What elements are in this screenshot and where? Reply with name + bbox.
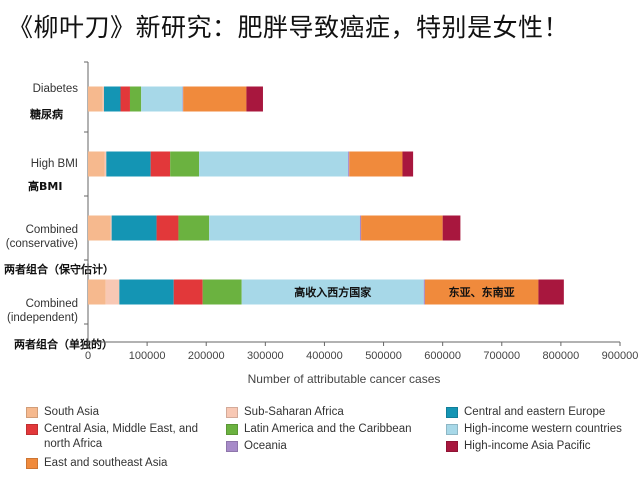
x-tick-label-1: 100000 <box>129 350 166 362</box>
bar-segment <box>538 279 564 305</box>
x-tick-label-0: 0 <box>85 350 91 362</box>
legend-label: Sub-Saharan Africa <box>244 406 344 418</box>
category-label-combined-conservative-zh: 两者组合（保守估计） <box>4 263 114 276</box>
bar-segment <box>88 279 106 305</box>
x-tick-label-4: 400000 <box>306 350 343 362</box>
bar-segment <box>119 279 174 305</box>
x-tick-label-3: 300000 <box>247 350 284 362</box>
bar-segment <box>111 215 157 241</box>
category-label-combined-conservative-line-2: (conservative) <box>5 238 78 250</box>
legend-label: High-income Asia Pacific <box>464 440 591 452</box>
bar-segment <box>178 215 210 241</box>
legend-label: East and southeast Asia <box>44 457 168 469</box>
legend-swatch <box>26 407 38 418</box>
legend-item: Oceania <box>226 439 416 454</box>
bar-segment <box>423 279 425 305</box>
bar-segment <box>349 151 403 177</box>
bar-segment <box>150 151 171 177</box>
bar-segment <box>106 151 151 177</box>
legend-item: South Asia <box>26 405 216 420</box>
legend-label: Latin America and the Caribbean <box>244 423 412 435</box>
bar-segment <box>102 86 104 112</box>
bar-segment <box>209 215 360 241</box>
bar-segment <box>241 279 424 305</box>
legend-label: Oceania <box>244 440 287 452</box>
bar-segment <box>103 86 121 112</box>
legend-label: High-income western countries <box>464 423 622 435</box>
category-label-combined-conservative-line-1: Combined <box>25 224 78 236</box>
category-label-combined-independent: Combined (independent) <box>0 297 78 325</box>
x-tick-label-6: 600000 <box>424 350 461 362</box>
bar-segment <box>88 151 105 177</box>
bar-segment <box>246 86 263 112</box>
bar-annotation-1: 东亚、东南亚 <box>449 285 515 299</box>
x-tick-label-9: 900000 <box>602 350 639 362</box>
bar-segment <box>424 279 539 305</box>
bar-segment <box>120 86 130 112</box>
category-label-diabetes-zh: 糖尿病 <box>30 108 63 121</box>
bar-segment <box>88 215 111 241</box>
bar-segment <box>442 215 461 241</box>
bar-segment <box>199 151 349 177</box>
bar-segment <box>402 151 414 177</box>
category-label-diabetes: Diabetes <box>32 83 78 95</box>
bar-segment <box>104 151 107 177</box>
legend-swatch <box>446 441 458 452</box>
legend-item: High-income western countries <box>446 422 636 437</box>
legend-item: Latin America and the Caribbean <box>226 422 416 437</box>
x-tick-label-5: 500000 <box>365 350 402 362</box>
headline: 《柳叶刀》新研究：肥胖导致癌症，特别是女性！ <box>8 13 570 42</box>
bar-segment <box>156 215 179 241</box>
category-label-combined-independent-line-2: (independent) <box>7 312 78 324</box>
bar-segment <box>359 215 362 241</box>
legend-swatch <box>26 458 38 469</box>
category-label-high-bmi-zh: 高BMI <box>28 180 63 193</box>
legend-item: East and southeast Asia <box>26 456 216 471</box>
legend-item: Central and eastern Europe <box>446 405 636 420</box>
x-tick-label-8: 800000 <box>543 350 580 362</box>
legend-item: Sub-Saharan Africa <box>226 405 416 420</box>
legend-item: High-income Asia Pacific <box>446 439 636 454</box>
bar-segment <box>110 215 112 241</box>
bar-segment <box>202 279 242 305</box>
legend: South Asia Sub-Saharan Africa Central and … <box>26 405 636 475</box>
legend-swatch <box>26 424 38 435</box>
legend-item: Central Asia, Middle East, and north Afr… <box>26 422 216 452</box>
legend-label: South Asia <box>44 406 99 418</box>
legend-swatch <box>226 441 238 452</box>
category-label-high-bmi: High BMI <box>30 158 78 170</box>
legend-swatch <box>446 407 458 418</box>
legend-swatch <box>446 424 458 435</box>
x-tick-label-2: 200000 <box>188 350 225 362</box>
legend-swatch <box>226 424 238 435</box>
bar-segment <box>105 279 120 305</box>
legend-swatch <box>226 407 238 418</box>
bar-segment <box>173 279 203 305</box>
bar-segment <box>183 86 247 112</box>
bar-segment <box>348 151 350 177</box>
bar-annotation-0: 高收入西方国家 <box>294 285 372 299</box>
bar-segment <box>141 86 183 112</box>
x-tick-label-7: 700000 <box>483 350 520 362</box>
category-label-combined-conservative: Combined (conservative) <box>0 223 78 251</box>
legend-label: Central and eastern Europe <box>464 406 606 418</box>
bar-segment <box>88 86 103 112</box>
bar-segment <box>182 86 184 112</box>
x-axis-title: Number of attributable cancer cases <box>248 372 441 386</box>
bar-segment <box>129 86 142 112</box>
legend-label: Central Asia, Middle East, and north Afr… <box>44 423 199 450</box>
bar-segment <box>170 151 200 177</box>
category-label-combined-independent-line-1: Combined <box>25 298 78 310</box>
stacked-bar-chart: 0 100000 200000 300000 400000 500000 600000 700… <box>84 61 639 386</box>
bar-segment <box>361 215 443 241</box>
